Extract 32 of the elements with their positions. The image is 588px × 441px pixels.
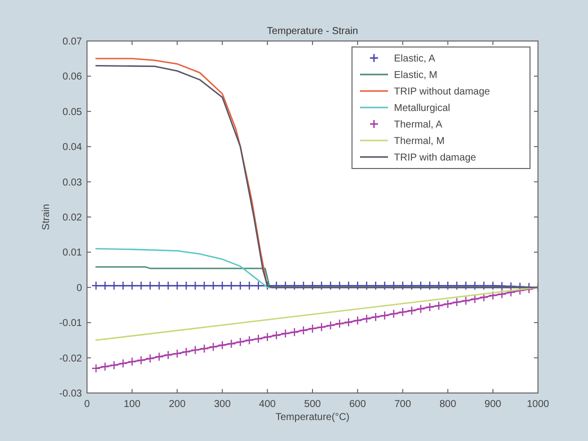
x-tick-label: 500 bbox=[304, 399, 322, 410]
x-tick-label: 600 bbox=[349, 399, 366, 410]
x-tick-label: 1000 bbox=[526, 399, 550, 410]
y-tick-label: 0.03 bbox=[62, 177, 82, 188]
x-tick-label: 300 bbox=[214, 399, 232, 410]
x-tick-label: 200 bbox=[168, 399, 186, 410]
legend-label: TRIP with damage bbox=[394, 152, 477, 164]
y-tick-label: -0.02 bbox=[59, 353, 82, 364]
x-tick-label: 0 bbox=[84, 399, 90, 410]
y-tick-label: 0 bbox=[76, 282, 82, 294]
x-tick-label: 800 bbox=[439, 399, 457, 410]
x-axis-title: Temperature(°C) bbox=[275, 412, 350, 423]
x-tick-label: 700 bbox=[394, 399, 412, 410]
y-tick-label: 0.05 bbox=[62, 106, 82, 118]
legend-label: Thermal, A bbox=[394, 120, 443, 130]
y-tick-label: 0.06 bbox=[62, 72, 82, 83]
legend-label: Metallurgical bbox=[394, 103, 450, 114]
legend-label: Elastic, A bbox=[394, 54, 436, 64]
legend-label: Thermal, M bbox=[394, 136, 445, 147]
y-tick-label: 0.01 bbox=[62, 248, 82, 259]
y-tick-label: -0.03 bbox=[59, 388, 82, 400]
y-tick-label: -0.01 bbox=[59, 318, 82, 330]
x-tick-label: 100 bbox=[124, 399, 141, 410]
x-tick-label: 900 bbox=[484, 399, 502, 410]
legend-label: Elastic, M bbox=[394, 70, 438, 81]
y-tick-label: 0.02 bbox=[62, 212, 82, 224]
x-tick-label: 400 bbox=[259, 399, 276, 410]
y-tick-label: 0.07 bbox=[62, 36, 82, 48]
chart-title: Temperature - Strain bbox=[266, 26, 358, 37]
y-tick-label: 0.04 bbox=[62, 142, 82, 154]
legend-label: TRIP without damage bbox=[394, 86, 490, 98]
y-axis-title: Strain bbox=[41, 204, 52, 230]
